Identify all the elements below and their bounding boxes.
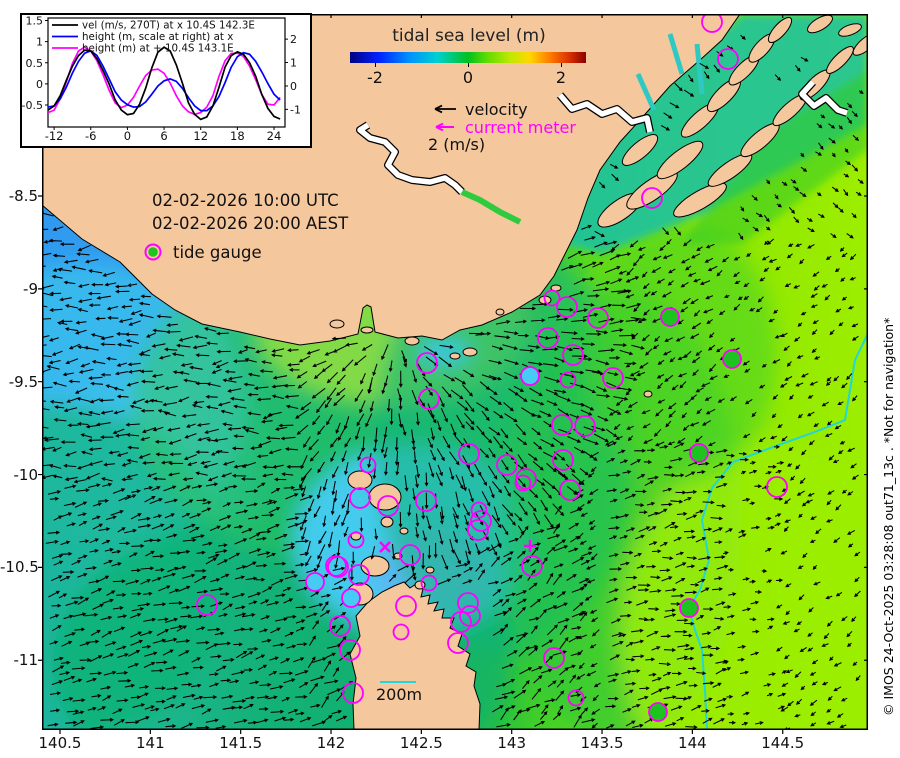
timestamp-block: 02-02-2026 10:00 UTC 02-02-2026 20:00 AE… <box>152 189 348 235</box>
colorbar-tick-label: 0 <box>462 68 474 87</box>
svg-text:1: 1 <box>290 57 297 70</box>
y-tick-label: -8.5 <box>8 187 38 205</box>
legend-current-meter-row: current meter <box>428 117 576 137</box>
tide-gauge-markers <box>648 307 742 722</box>
svg-text:0: 0 <box>36 78 43 91</box>
velocity-arrow-field <box>42 34 864 730</box>
svg-text:0: 0 <box>124 129 131 143</box>
svg-text:1.5: 1.5 <box>26 15 44 28</box>
station-x-marker <box>379 541 391 553</box>
svg-text:1: 1 <box>36 36 43 49</box>
svg-text:6: 6 <box>160 129 167 143</box>
x-tick-label: 142 <box>316 734 346 752</box>
y-tick-label: -11 <box>13 651 39 670</box>
colorbar <box>350 52 586 67</box>
svg-text:vel (m/s, 270T) at x 10.4S 142: vel (m/s, 270T) at x 10.4S 142.3E <box>82 20 255 32</box>
contour-key-label: 200m <box>376 685 423 704</box>
current-meter-markers <box>196 14 788 707</box>
svg-text:-0.5: -0.5 <box>22 99 43 112</box>
x-tick-label: 143.5 <box>580 734 624 752</box>
y-tick-label: -10 <box>13 465 39 484</box>
colorbar-title: tidal sea level (m) <box>392 26 546 46</box>
y-tick-label: -10.5 <box>0 558 39 577</box>
x-tick-label: 141.5 <box>219 734 263 752</box>
legend-velocity-label: velocity <box>465 99 528 119</box>
inset-series-vel <box>47 46 281 121</box>
legend-current-meter-label: current meter <box>465 117 576 137</box>
svg-text:-1: -1 <box>290 103 301 116</box>
legend-velocity-row: velocity <box>428 99 528 119</box>
svg-text:18: 18 <box>230 129 245 143</box>
station-plus-marker <box>524 540 536 552</box>
tide-gauge-legend: tide gauge <box>142 241 262 263</box>
svg-text:height (m, scale at right) at: height (m, scale at right) at x <box>82 31 233 43</box>
x-tick-label: 143 <box>497 734 526 752</box>
svg-text:2: 2 <box>290 33 297 46</box>
x-tick-label: 141 <box>136 734 165 752</box>
x-tick-label: 144.5 <box>761 734 805 752</box>
inset-chart: -12 -6 0 6 12 18 24 1.5 1 0.5 0 -0.5 2 1 0 -1 vel (m/s, … <box>22 15 301 143</box>
contour-key-line <box>380 681 416 683</box>
svg-text:-6: -6 <box>85 129 96 143</box>
svg-text:height (m) at + 10.4S 143.1E: height (m) at + 10.4S 143.1E <box>82 43 234 55</box>
svg-text:0.5: 0.5 <box>26 57 44 70</box>
x-tick-label: 142.5 <box>399 734 443 752</box>
tide-gauge-label: tide gauge <box>173 242 262 262</box>
legend-velocity-scale: 2 (m/s) <box>428 135 486 154</box>
timestamp-utc: 02-02-2026 10:00 UTC <box>152 191 339 210</box>
tide-gauge-icon <box>144 243 162 261</box>
svg-text:0: 0 <box>290 80 297 93</box>
x-tick-label: 144 <box>678 734 707 752</box>
inset-chart-panel: -12 -6 0 6 12 18 24 1.5 1 0.5 0 -0.5 2 1 0 -1 vel (m/s, … <box>20 13 312 148</box>
svg-text:12: 12 <box>193 129 208 143</box>
x-tick-label: 140.5 <box>38 734 82 752</box>
y-tick-label: -9.5 <box>8 372 38 391</box>
map-canvas <box>38 14 868 734</box>
current-meter-arrow-icon <box>435 122 454 132</box>
svg-text:-12: -12 <box>45 129 64 143</box>
y-tick-label: -9 <box>23 279 38 298</box>
credit-text: © IMOS 24-Oct-2025 03:28:08 out71_13c . … <box>881 317 896 716</box>
inset-series-height_plus <box>47 46 281 116</box>
timestamp-aest: 02-02-2026 20:00 AEST <box>152 214 349 233</box>
svg-text:24: 24 <box>267 129 282 143</box>
colorbar-tick-label: -2 <box>367 68 383 87</box>
velocity-arrow-icon <box>434 104 456 114</box>
colorbar-tick-label: 2 <box>555 68 567 87</box>
contour-key: 200m <box>376 681 422 704</box>
